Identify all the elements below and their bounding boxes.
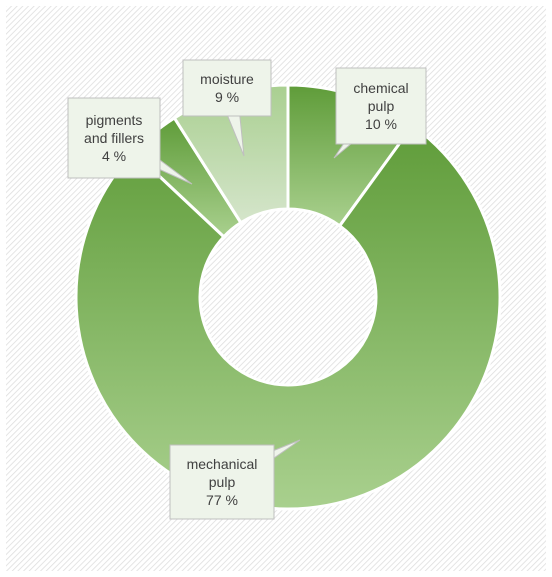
data-label-category: pulp: [368, 98, 395, 114]
data-label-moisture: moisture 9 %: [182, 59, 272, 157]
data-label-value: 77 %: [206, 492, 238, 508]
data-label-category: and fillers: [84, 130, 144, 146]
data-label-category: pigments: [86, 112, 143, 128]
data-label-category: chemical: [353, 80, 408, 96]
data-label-value: 9 %: [215, 89, 239, 105]
data-label-pigments-and-fillers: pigments and fillers 4 %: [67, 97, 193, 185]
data-label-mechanical-pulp: mechanical pulp 77 %: [169, 439, 301, 520]
data-label-category: moisture: [200, 71, 254, 87]
data-label-value: 10 %: [365, 116, 397, 132]
data-label-category: mechanical: [187, 456, 258, 472]
slice-mechanical-pulp: [74, 123, 502, 511]
data-label-category: pulp: [209, 474, 236, 490]
data-label-value: 4 %: [102, 148, 126, 164]
data-label-chemical-pulp: chemical pulp 10 %: [333, 67, 427, 159]
